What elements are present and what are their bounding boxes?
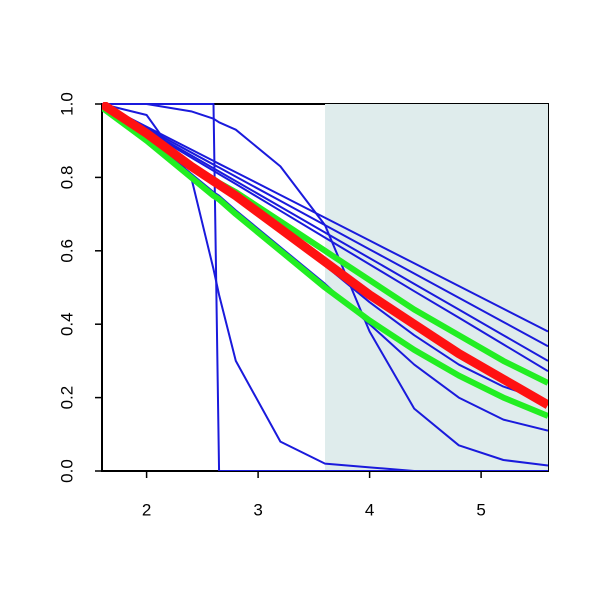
series-line [102,103,548,333]
series-line [102,103,548,362]
x-tick-label: 4 [365,500,374,519]
x-tick-label: 3 [253,500,262,519]
x-tick-label: 2 [142,500,151,519]
series-line [102,103,548,373]
y-tick-label: 0.6 [57,239,76,263]
series-line [102,105,548,419]
series-line [102,102,548,409]
x-tick-label: 5 [476,500,485,519]
series-line [102,103,548,467]
series-line [102,103,548,471]
y-tick-label: 0.4 [57,312,76,336]
y-tick-label: 0.2 [57,386,76,410]
y-tick-label: 1.0 [57,92,76,116]
series-line [102,103,548,348]
y-tick-label: 0.0 [57,459,76,483]
y-tick-label: 0.8 [57,166,76,190]
